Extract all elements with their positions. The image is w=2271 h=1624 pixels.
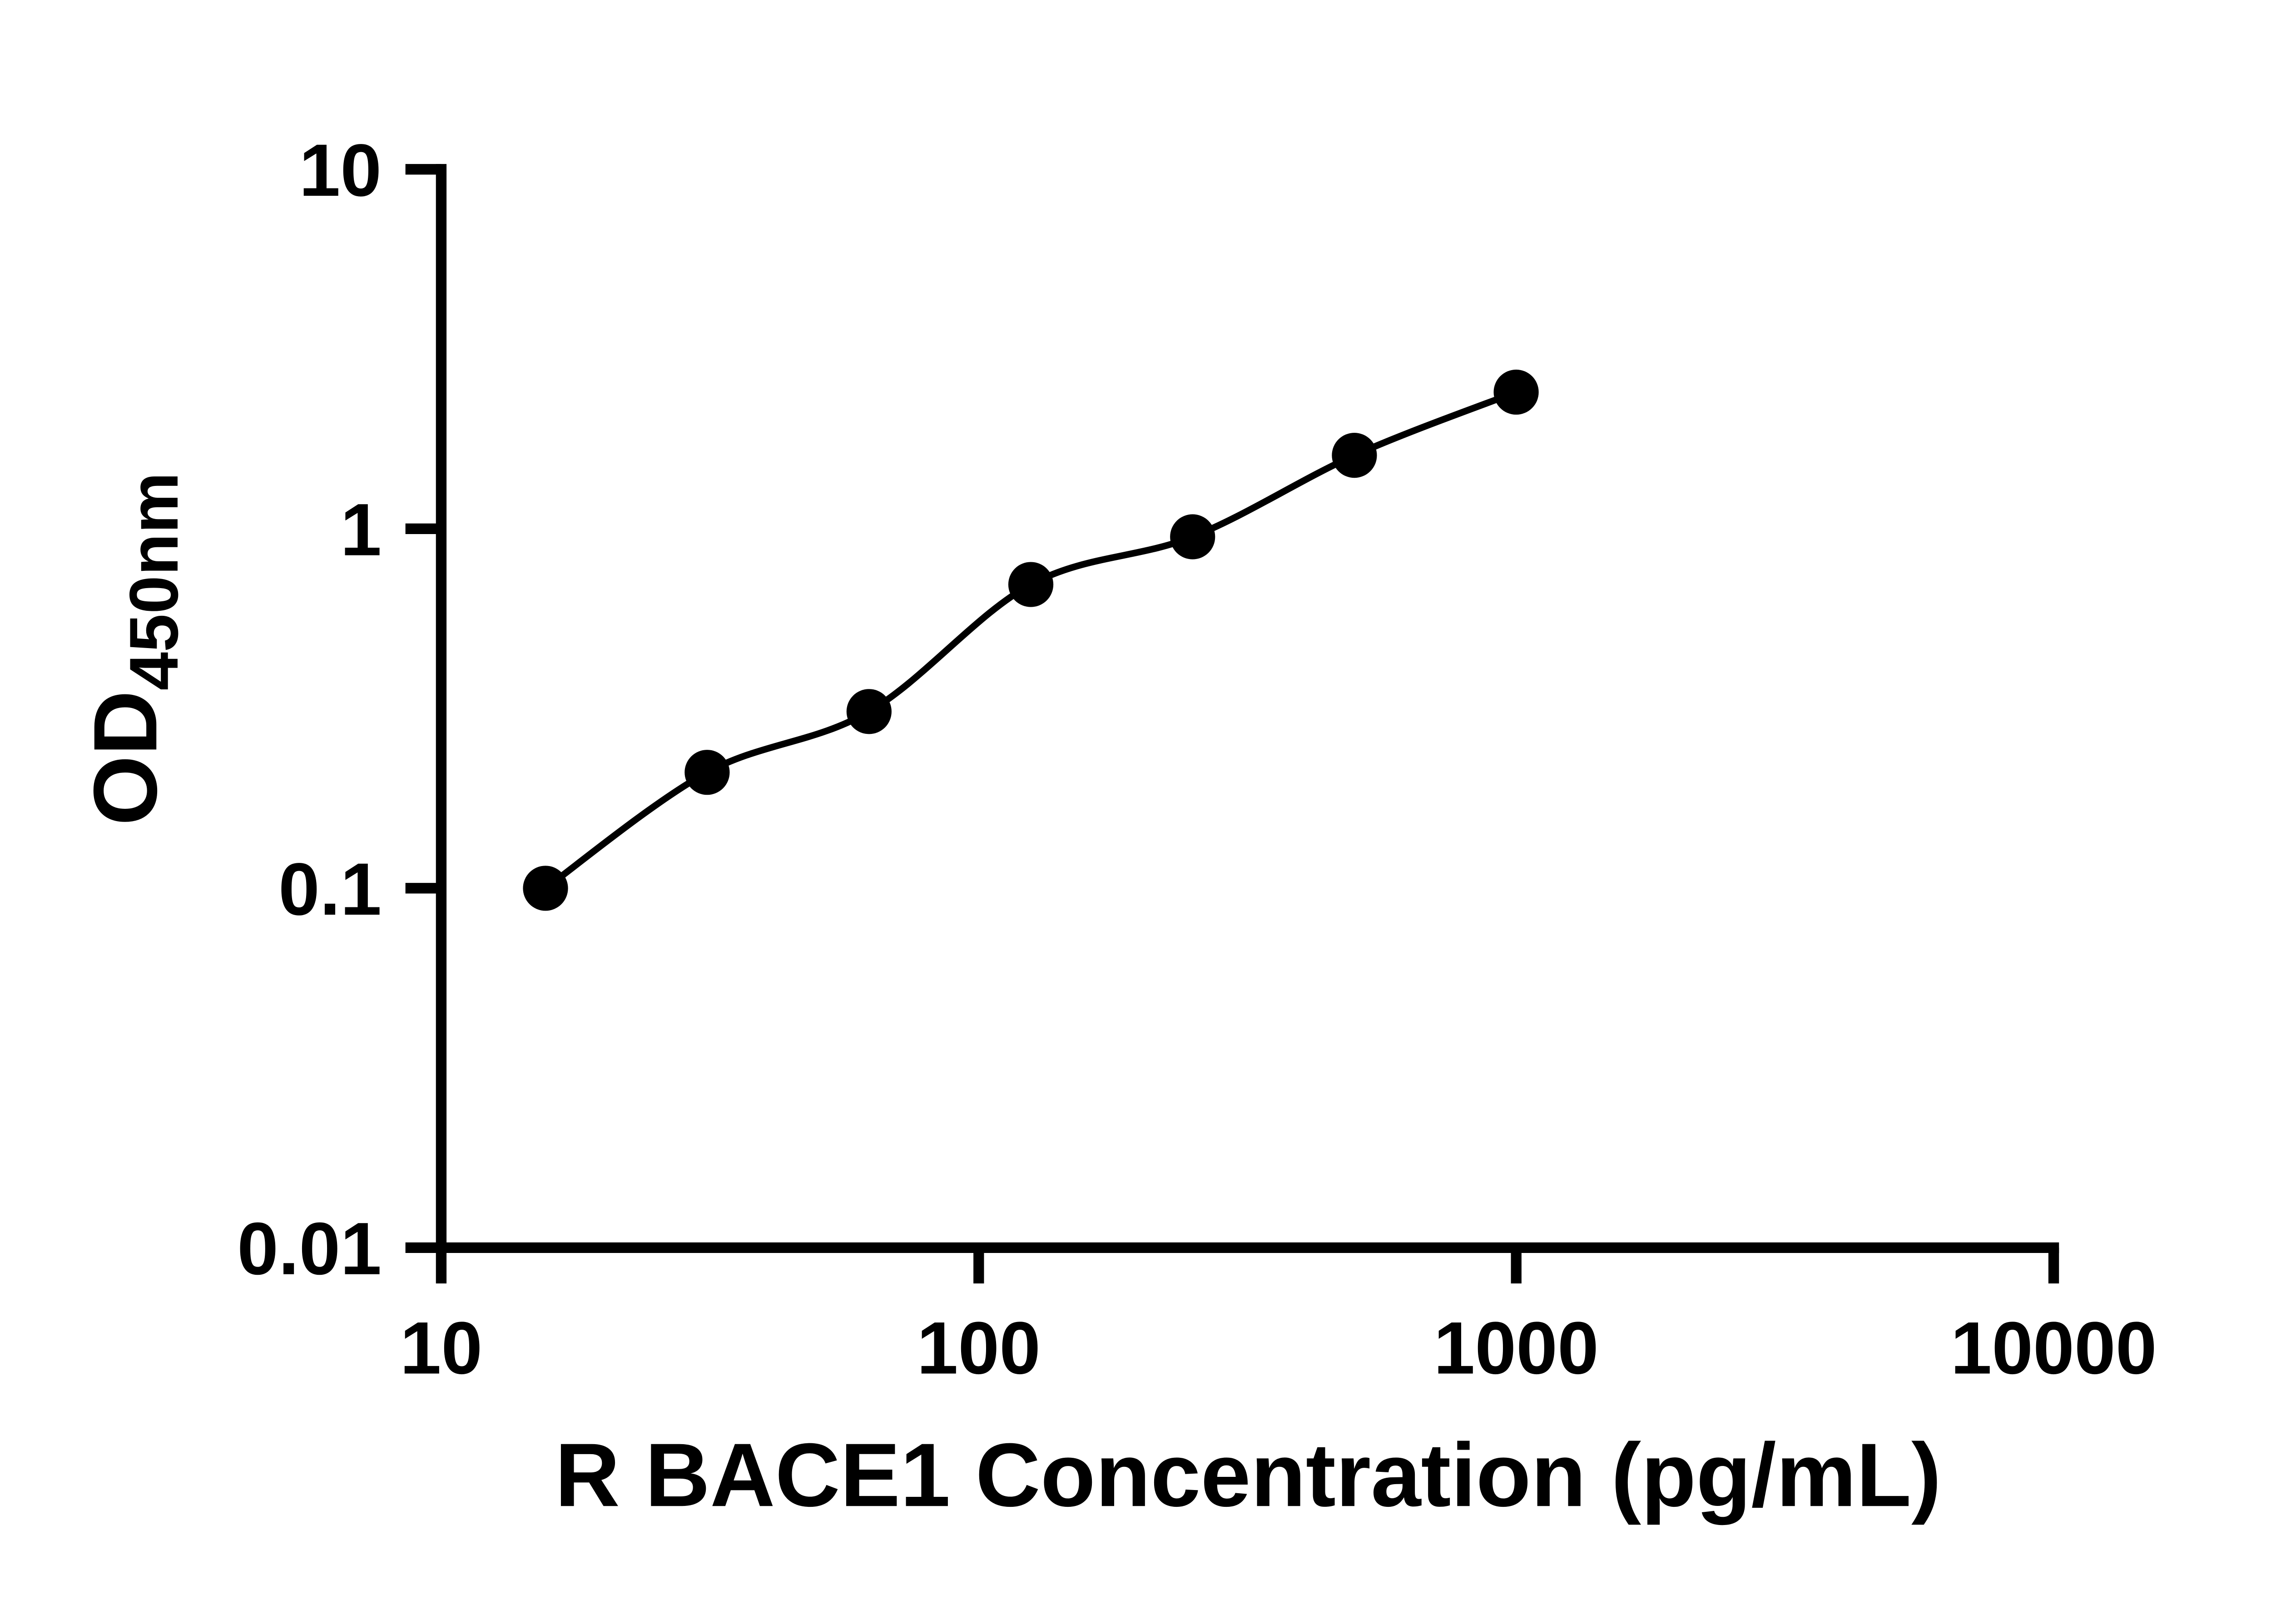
tick-marks <box>405 164 2059 1284</box>
y-axis-title-sub: 450nm <box>116 472 193 691</box>
y-tick-label: 10 <box>299 129 382 212</box>
y-tick-label: 1 <box>340 488 382 571</box>
tick-labels: 10 100 1000 10000 0.01 0.1 1 10 <box>237 129 2157 1390</box>
x-tick-label: 1000 <box>1433 1307 1598 1390</box>
y-axis-title-main: OD <box>75 691 176 826</box>
y-axis-title: OD450nm <box>75 472 193 826</box>
data-point <box>1493 370 1539 415</box>
y-tick-label: 0.01 <box>237 1207 382 1290</box>
y-tick-label: 0.1 <box>278 848 382 931</box>
data-point <box>523 866 568 911</box>
data-point <box>1008 562 1054 608</box>
data-point <box>1170 514 1215 559</box>
x-tick-label: 10000 <box>1950 1307 2157 1390</box>
x-axis-title: R BACE1 Concentration (pg/mL) <box>555 1425 1942 1526</box>
data-point <box>1332 433 1377 478</box>
axes <box>436 164 2059 1253</box>
standard-curve-chart: 10 100 1000 10000 0.01 0.1 1 10 R BACE1 Concent… <box>75 129 2157 1526</box>
x-tick-label: 100 <box>917 1307 1041 1390</box>
x-tick-label: 10 <box>400 1307 483 1390</box>
data-point <box>846 689 892 734</box>
data-point <box>684 750 730 795</box>
data-series <box>523 370 1539 911</box>
